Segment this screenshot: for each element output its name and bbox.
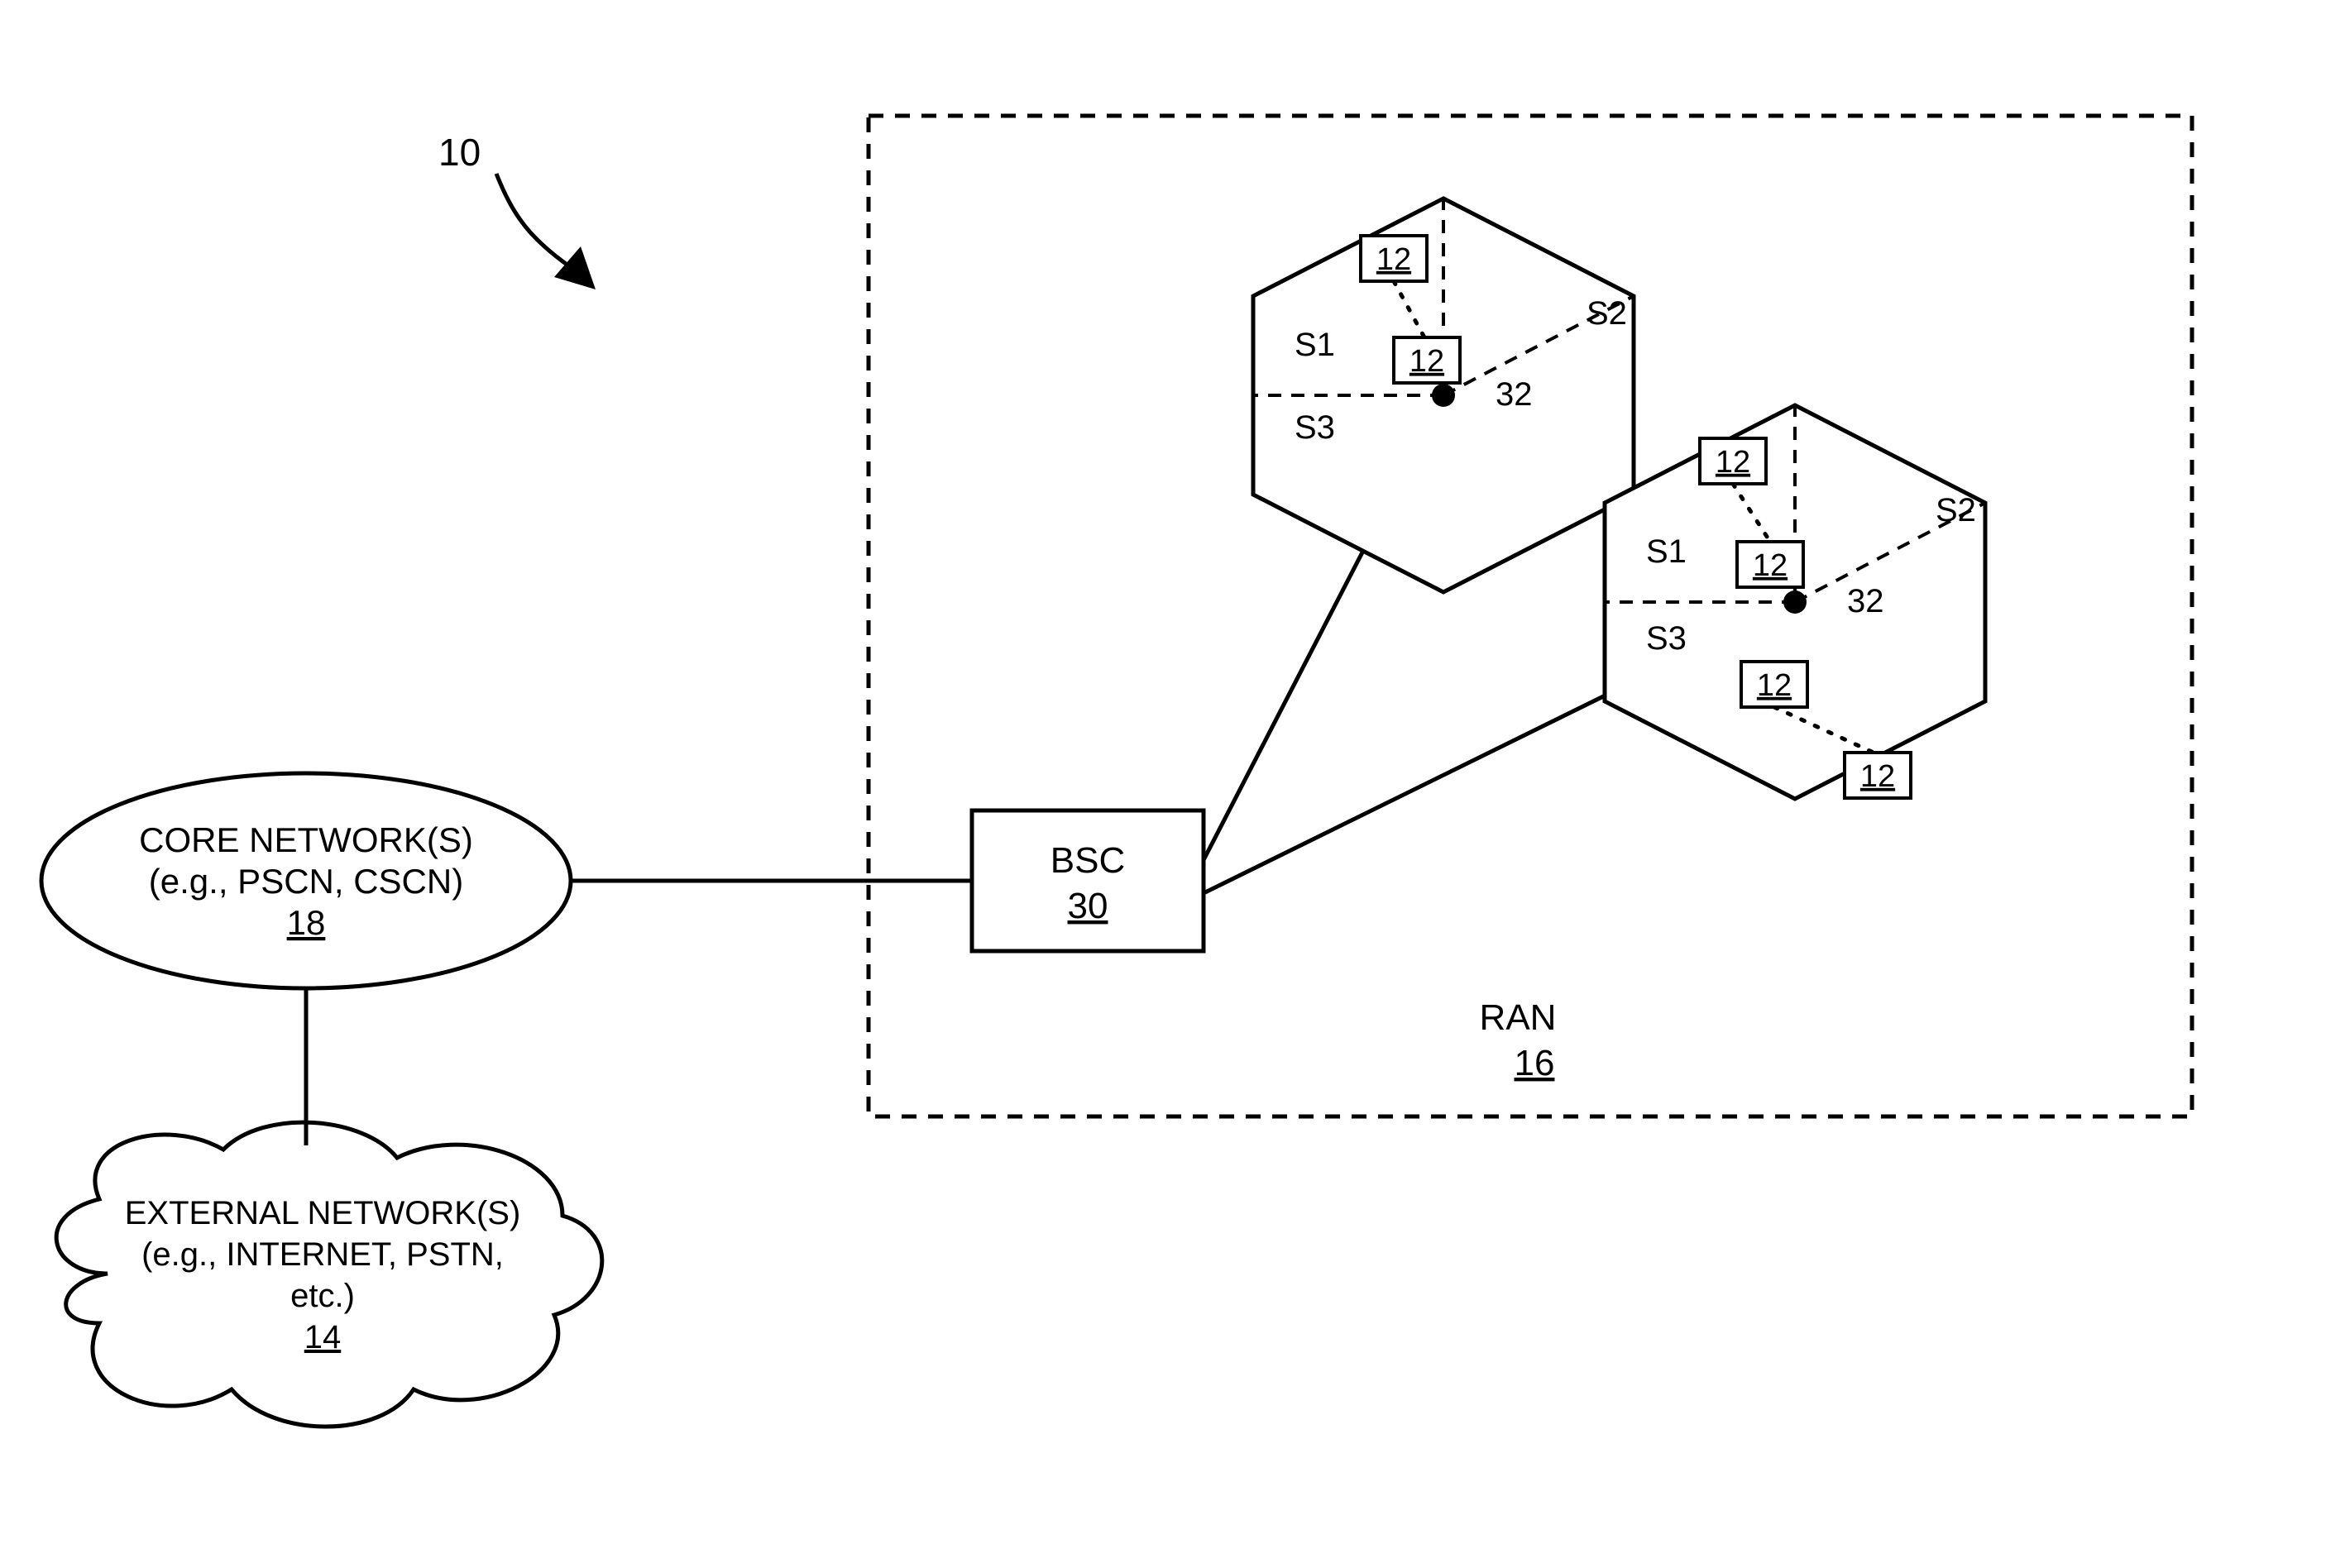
base-station-ref: 32: [1496, 376, 1533, 413]
sector-label: S3: [1646, 620, 1687, 657]
ue-box-label: 12: [1757, 668, 1792, 703]
sector-label: S2: [1587, 295, 1627, 332]
ran-label: RAN: [1480, 997, 1557, 1038]
cell-1: S1 S2 S3 12 12 12 12 32: [1605, 405, 1985, 799]
base-station-dot: [1783, 590, 1807, 614]
ue-box-label: 12: [1753, 548, 1788, 583]
sector-label: S2: [1936, 492, 1976, 528]
sector-label: S1: [1646, 533, 1687, 570]
core-line2: (e.g., PSCN, CSCN): [149, 862, 463, 901]
core-ref: 18: [287, 903, 326, 942]
figure-arrow-head: [554, 246, 596, 289]
sector-label: S1: [1295, 327, 1335, 363]
bsc-box: [972, 810, 1204, 951]
external-line3: etc.): [290, 1278, 355, 1314]
sector-label: S3: [1295, 409, 1335, 446]
external-cloud: [56, 1122, 602, 1427]
ran-ref: 16: [1515, 1043, 1555, 1083]
ue-box-label: 12: [1716, 445, 1750, 480]
core-line1: CORE NETWORK(S): [139, 820, 473, 859]
external-line1: EXTERNAL NETWORK(S): [125, 1195, 521, 1231]
ue-box-label: 12: [1376, 242, 1411, 277]
figure-arrow-shaft: [496, 174, 579, 273]
figure-number: 10: [438, 131, 481, 174]
external-ref: 14: [304, 1319, 342, 1355]
ue-box-label: 12: [1409, 344, 1444, 379]
base-station-ref: 32: [1847, 583, 1884, 619]
bsc-ref: 30: [1068, 886, 1108, 926]
ue-box-label: 12: [1860, 759, 1895, 794]
bsc-label: BSC: [1051, 840, 1125, 881]
external-line2: (e.g., INTERNET, PSTN,: [141, 1236, 504, 1273]
base-station-dot: [1432, 384, 1455, 407]
cell-0: S1 S2 S3 12 12 32: [1253, 198, 1634, 592]
